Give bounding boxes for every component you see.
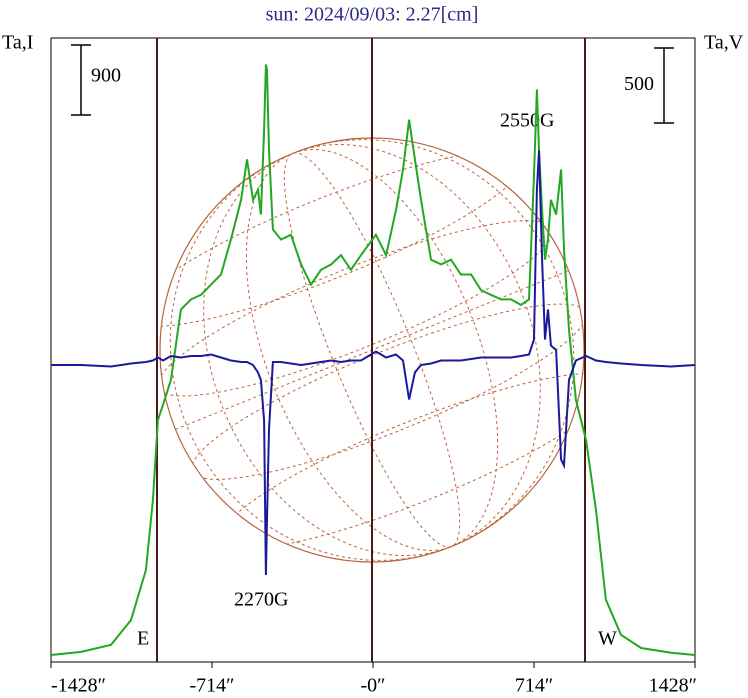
limb-label: W bbox=[598, 628, 617, 650]
x-tick-label: 1428″ bbox=[649, 675, 697, 697]
series-line bbox=[51, 150, 696, 576]
x-tick-label: -1428″ bbox=[51, 675, 106, 697]
y2-axis-label: Ta,V bbox=[704, 32, 744, 54]
scale-bar-label: 900 bbox=[91, 65, 121, 87]
limb-lines bbox=[156, 38, 586, 662]
x-tick-label: 714″ bbox=[515, 675, 553, 697]
x-tick-label: -714″ bbox=[190, 675, 235, 697]
limb-label: E bbox=[137, 628, 149, 650]
annotation: 2550G bbox=[500, 110, 554, 132]
series-line bbox=[50, 64, 696, 656]
scale-bar-label: 500 bbox=[624, 73, 654, 95]
y-axis-label: Ta,I bbox=[2, 32, 33, 54]
x-tick-label: -0″ bbox=[361, 675, 386, 697]
chart-title: sun: 2024/09/03: 2.27[cm] bbox=[266, 4, 479, 26]
annotation: 2270G bbox=[234, 589, 288, 611]
